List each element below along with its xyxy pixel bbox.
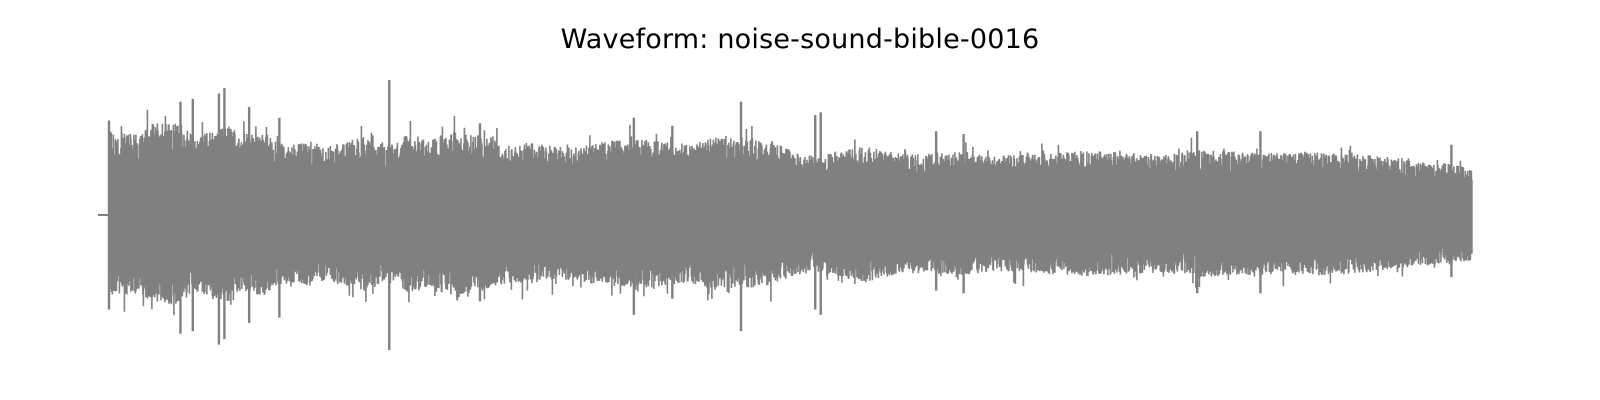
- waveform-core: [109, 173, 1473, 256]
- chart-title: Waveform: noise-sound-bible-0016: [560, 24, 1040, 55]
- waveform-layer: [98, 80, 1473, 350]
